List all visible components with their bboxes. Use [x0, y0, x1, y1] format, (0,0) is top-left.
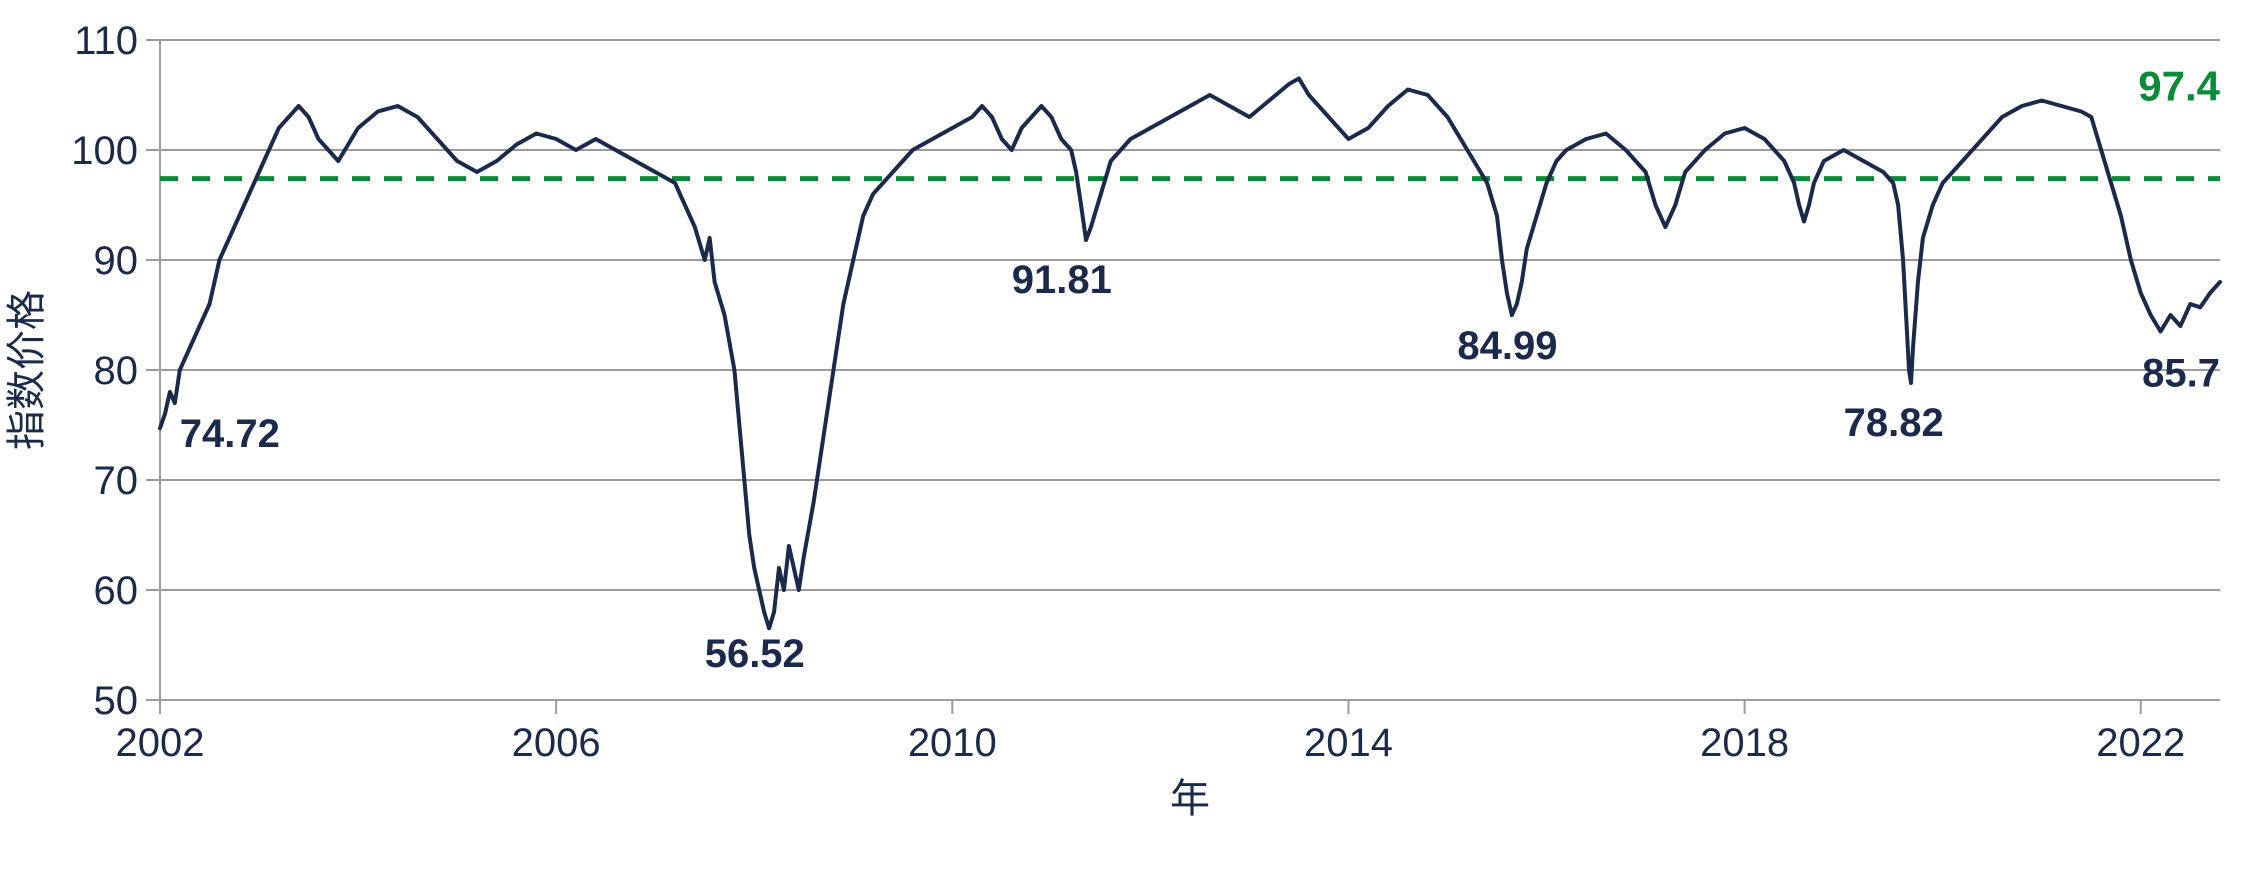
y-tick-label: 90 — [94, 239, 139, 283]
x-tick-label: 2002 — [116, 721, 205, 765]
point-annotation: 56.52 — [705, 632, 805, 676]
y-axis-title: 指数价格 — [5, 290, 49, 450]
x-tick-label: 2018 — [1700, 721, 1789, 765]
y-tick-label: 70 — [94, 459, 139, 503]
x-tick-label: 2010 — [908, 721, 997, 765]
x-tick-label: 2014 — [1304, 721, 1393, 765]
x-tick-label: 2022 — [2096, 721, 2185, 765]
x-axis-title: 年 — [1170, 777, 1210, 821]
point-annotation: 74.72 — [180, 412, 280, 456]
y-tick-label: 50 — [94, 679, 139, 723]
point-annotation: 78.82 — [1844, 401, 1944, 445]
point-annotation: 84.99 — [1457, 324, 1557, 368]
point-annotation: 85.7 — [2142, 352, 2220, 396]
y-tick-label: 100 — [71, 129, 138, 173]
reference-label: 97.4 — [2138, 63, 2220, 110]
y-tick-label: 110 — [74, 19, 138, 63]
index-price-chart: 50 60 70 80 90 100 110 2002 2006 2010 2014 2018 2022… — [0, 0, 2251, 871]
y-tick-label: 80 — [94, 349, 139, 393]
y-tick-label: 60 — [94, 569, 139, 613]
x-tick-label: 2006 — [512, 721, 601, 765]
point-annotation: 91.81 — [1012, 258, 1112, 302]
chart-svg: 50 60 70 80 90 100 110 2002 2006 2010 2014 2018 2022… — [0, 0, 2251, 871]
